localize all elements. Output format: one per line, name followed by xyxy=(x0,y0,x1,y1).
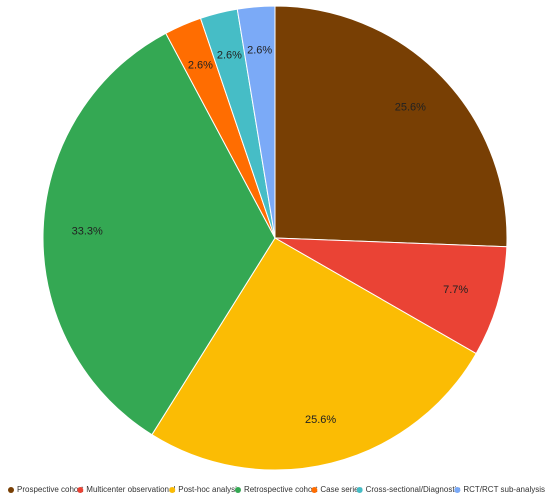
legend-marker xyxy=(454,487,461,493)
legend-marker xyxy=(234,487,241,493)
legend-label: Retrospective cohort xyxy=(244,485,318,494)
data-label: 7.7% xyxy=(443,284,468,296)
legend-label: Cross-sectional/Diagnostic xyxy=(366,485,461,494)
legend-marker xyxy=(169,487,176,493)
legend-label: Case series xyxy=(320,485,362,494)
data-label: 2.6% xyxy=(188,59,213,71)
pie-slice xyxy=(274,237,508,355)
data-label: 2.6% xyxy=(247,45,272,57)
pie-slice xyxy=(274,5,508,248)
pie-slice xyxy=(42,32,276,436)
legend-marker xyxy=(8,487,14,493)
data-label: 33.3% xyxy=(72,225,103,237)
legend-marker xyxy=(77,487,84,493)
legend-marker xyxy=(356,487,363,493)
legend-label: Prospective cohort xyxy=(17,485,84,494)
pie-slice xyxy=(151,237,477,471)
data-label: 25.6% xyxy=(395,102,426,114)
data-label: 25.6% xyxy=(305,414,336,426)
legend-label: Post-hoc analysis xyxy=(178,485,241,494)
legend-label: Multicenter observational xyxy=(86,485,175,494)
pie-slice xyxy=(236,5,276,239)
data-label: 2.6% xyxy=(217,50,242,62)
legend-label: RCT/RCT sub-analysis xyxy=(463,485,545,494)
legend-marker xyxy=(311,487,318,493)
